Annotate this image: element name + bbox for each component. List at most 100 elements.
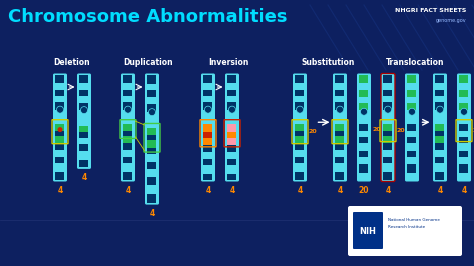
Bar [55, 131, 64, 136]
Text: NHGRI FACT SHEETS: NHGRI FACT SHEETS [395, 8, 466, 13]
Text: 4: 4 [461, 186, 466, 195]
Bar [124, 157, 133, 163]
Bar [80, 96, 89, 103]
Bar [436, 136, 445, 143]
Bar [436, 172, 445, 180]
Circle shape [204, 106, 211, 113]
Bar [228, 124, 237, 132]
Bar [383, 149, 392, 157]
Bar [147, 162, 156, 169]
Bar [55, 124, 64, 131]
Bar [336, 172, 345, 180]
Bar [359, 164, 368, 173]
FancyBboxPatch shape [145, 73, 159, 205]
Bar [203, 96, 212, 102]
Bar [408, 75, 417, 84]
Bar [459, 157, 468, 164]
Bar [408, 84, 417, 90]
Bar [436, 143, 445, 149]
Bar [55, 75, 64, 84]
Bar [124, 96, 133, 102]
Bar [147, 169, 156, 177]
Bar [228, 165, 237, 174]
Bar [383, 84, 392, 90]
Text: Inversion: Inversion [208, 58, 248, 67]
Bar [436, 75, 445, 84]
Bar [359, 157, 368, 164]
Bar [408, 164, 417, 173]
Text: 4: 4 [57, 186, 63, 195]
Text: 20: 20 [373, 127, 381, 132]
Bar [336, 157, 345, 163]
Bar [147, 177, 156, 185]
Circle shape [461, 108, 467, 115]
Bar [359, 75, 368, 84]
Bar [203, 75, 212, 84]
Text: NIH: NIH [360, 227, 376, 235]
Bar [147, 155, 156, 162]
Bar [359, 143, 368, 151]
Bar [459, 124, 468, 131]
Bar [228, 75, 237, 84]
Bar [295, 172, 304, 180]
Bar [383, 172, 392, 180]
Bar [436, 124, 445, 131]
Bar [295, 90, 304, 96]
Text: Translocation: Translocation [386, 58, 444, 67]
Bar [408, 143, 417, 151]
Text: Chromosome Abnormalities: Chromosome Abnormalities [8, 8, 288, 26]
Bar [295, 131, 304, 136]
FancyBboxPatch shape [353, 212, 383, 249]
Bar [383, 143, 392, 149]
Text: 4: 4 [205, 186, 210, 195]
Bar [203, 132, 212, 138]
Circle shape [228, 106, 236, 113]
Bar [80, 118, 89, 125]
Bar [203, 102, 212, 110]
Circle shape [297, 106, 303, 113]
Bar [383, 124, 392, 131]
Text: 4: 4 [126, 186, 131, 195]
Bar [228, 90, 237, 96]
Bar [55, 157, 64, 163]
Circle shape [125, 106, 131, 113]
Text: National Human Genome: National Human Genome [388, 218, 440, 222]
Bar [124, 136, 133, 143]
Bar [124, 131, 133, 136]
Text: 4: 4 [297, 186, 302, 195]
Bar [203, 117, 212, 124]
Text: 4: 4 [438, 186, 443, 195]
Bar [336, 131, 345, 136]
Bar [436, 102, 445, 110]
Bar [459, 75, 468, 84]
Bar [359, 97, 368, 103]
Text: 20: 20 [473, 128, 474, 133]
Bar [295, 84, 304, 90]
Bar [295, 102, 304, 110]
FancyBboxPatch shape [225, 73, 239, 181]
Bar [408, 137, 417, 143]
FancyBboxPatch shape [381, 73, 395, 181]
Bar [336, 117, 345, 124]
Bar [459, 117, 468, 124]
Bar [336, 90, 345, 96]
Bar [55, 172, 64, 180]
Bar [55, 117, 64, 124]
Bar [408, 124, 417, 131]
Bar [80, 151, 89, 160]
FancyBboxPatch shape [121, 73, 135, 181]
Bar [55, 143, 64, 149]
Bar [408, 131, 417, 137]
Bar [203, 84, 212, 90]
Bar [55, 102, 64, 110]
Bar [295, 136, 304, 143]
Text: 4: 4 [385, 186, 391, 195]
Bar [359, 117, 368, 124]
Bar [436, 90, 445, 96]
FancyBboxPatch shape [53, 73, 67, 181]
Bar [459, 137, 468, 143]
FancyBboxPatch shape [77, 73, 91, 169]
Bar [436, 84, 445, 90]
Bar [459, 90, 468, 97]
Bar [80, 83, 89, 90]
